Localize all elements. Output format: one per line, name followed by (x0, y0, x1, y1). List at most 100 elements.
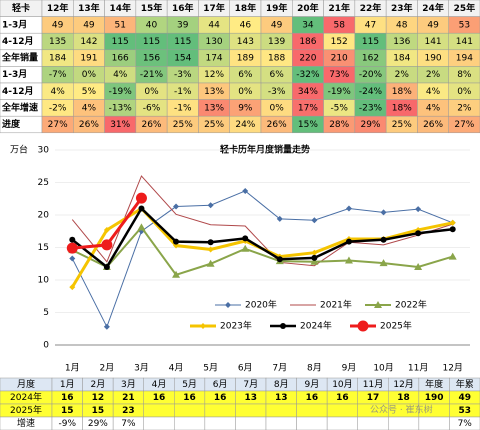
cell-value: 26% (267, 120, 287, 130)
x-tick-label: 1月 (65, 363, 80, 374)
bottom-header-text: 年累 (456, 378, 474, 390)
bottom-value: 29% (88, 419, 108, 429)
cell-value: -32% (296, 70, 320, 80)
series-line (71, 225, 453, 276)
bottom-value: 16 (153, 393, 166, 403)
bottom-header-text: 1月 (60, 379, 75, 390)
bottom-header-text: 7月 (243, 379, 258, 390)
cell-value: 40 (146, 20, 158, 30)
marker (380, 236, 387, 243)
bottom-cell (174, 416, 206, 430)
marker (225, 302, 231, 308)
marker (173, 238, 180, 245)
cell-value: 8% (457, 70, 472, 80)
cell-value: 27% (48, 120, 68, 130)
cell-value: 4% (113, 70, 128, 80)
legend-label: 2020年 (245, 299, 277, 311)
series-line (71, 175, 453, 267)
cell-value: 4% (82, 103, 97, 113)
y-tick-label: 15 (38, 243, 49, 253)
cell-value: -20% (359, 70, 383, 80)
cell-value: 154 (174, 54, 191, 64)
marker (69, 255, 76, 262)
x-tick-label: 10月 (373, 363, 393, 374)
bottom-row-label: 2024年 (10, 391, 42, 403)
cell-value: 139 (268, 37, 285, 47)
y-tick-label: 30 (38, 146, 50, 156)
series-line (71, 206, 453, 269)
cell-value: -19% (109, 87, 133, 97)
bottom-value: 53 (458, 406, 471, 416)
row-label: 1-3月 (2, 19, 27, 30)
bottom-header-text: 月度 (17, 378, 35, 390)
marker (311, 217, 318, 224)
cell-value: 115 (174, 37, 191, 47)
marker (380, 209, 387, 216)
cell-value: -6% (143, 103, 161, 113)
cell-value: 210 (331, 54, 348, 64)
marker (242, 187, 249, 194)
cell-value: 44 (208, 20, 220, 30)
header-text: 12年 (47, 2, 69, 14)
cell-value: 184 (49, 54, 66, 64)
marker (241, 244, 250, 252)
marker (344, 256, 353, 264)
marker (374, 301, 382, 308)
header-text: 16年 (172, 2, 194, 14)
cell-value: 31% (110, 120, 130, 130)
marker (276, 256, 283, 263)
bottom-header-text: 11月 (363, 379, 383, 390)
bottom-cell (296, 403, 328, 418)
cell-value: 28% (329, 120, 349, 130)
bottom-cell (174, 403, 206, 418)
bottom-value: 16 (214, 393, 227, 403)
bottom-value: 21 (122, 393, 135, 403)
cell-value: 141 (424, 37, 441, 47)
bottom-cell (204, 416, 236, 430)
cell-value: 29% (360, 120, 380, 130)
cell-value: -3% (174, 70, 192, 80)
cell-value: 6% (238, 70, 253, 80)
cell-value: 0% (144, 87, 159, 97)
marker (103, 323, 110, 330)
cell-value: 115 (143, 37, 160, 47)
row-label: 进度 (2, 118, 21, 130)
marker (137, 223, 146, 231)
bottom-cell (235, 416, 267, 430)
cell-value: 25% (173, 120, 193, 130)
cell-value: 46 (240, 20, 252, 30)
cell-value: -23% (359, 103, 383, 113)
marker (415, 230, 422, 237)
cell-value: 115 (112, 37, 129, 47)
marker (103, 264, 110, 270)
row-label: 1-3月 (2, 69, 27, 80)
bottom-value: 190 (425, 393, 444, 403)
header-text: 17年 (203, 2, 225, 14)
cell-value: 4% (426, 87, 441, 97)
cell-value: -19% (328, 87, 352, 97)
x-tick-label: 11月 (408, 363, 428, 374)
bottom-row-label: 增速 (17, 417, 35, 429)
cell-value: 162 (362, 54, 379, 64)
bottom-value: 7% (121, 419, 136, 429)
x-tick-label: 9月 (342, 363, 357, 374)
cell-value: 49 (427, 20, 439, 30)
cell-value: 25% (392, 120, 412, 130)
cell-value: 49 (271, 20, 283, 30)
bottom-cell (326, 416, 358, 430)
marker (66, 242, 78, 254)
cell-value: -24% (359, 87, 383, 97)
cell-value: 190 (424, 54, 441, 64)
marker (69, 284, 76, 291)
marker (101, 239, 113, 251)
cell-value: 15% (298, 120, 318, 130)
cell-value: 18% (392, 87, 412, 97)
marker (415, 206, 422, 213)
bottom-cell (143, 403, 175, 418)
cell-value: 5% (82, 87, 97, 97)
marker (172, 270, 181, 278)
cell-value: -13% (109, 103, 133, 113)
bottom-value: 12 (92, 393, 105, 403)
bottom-value: 13 (244, 393, 257, 403)
